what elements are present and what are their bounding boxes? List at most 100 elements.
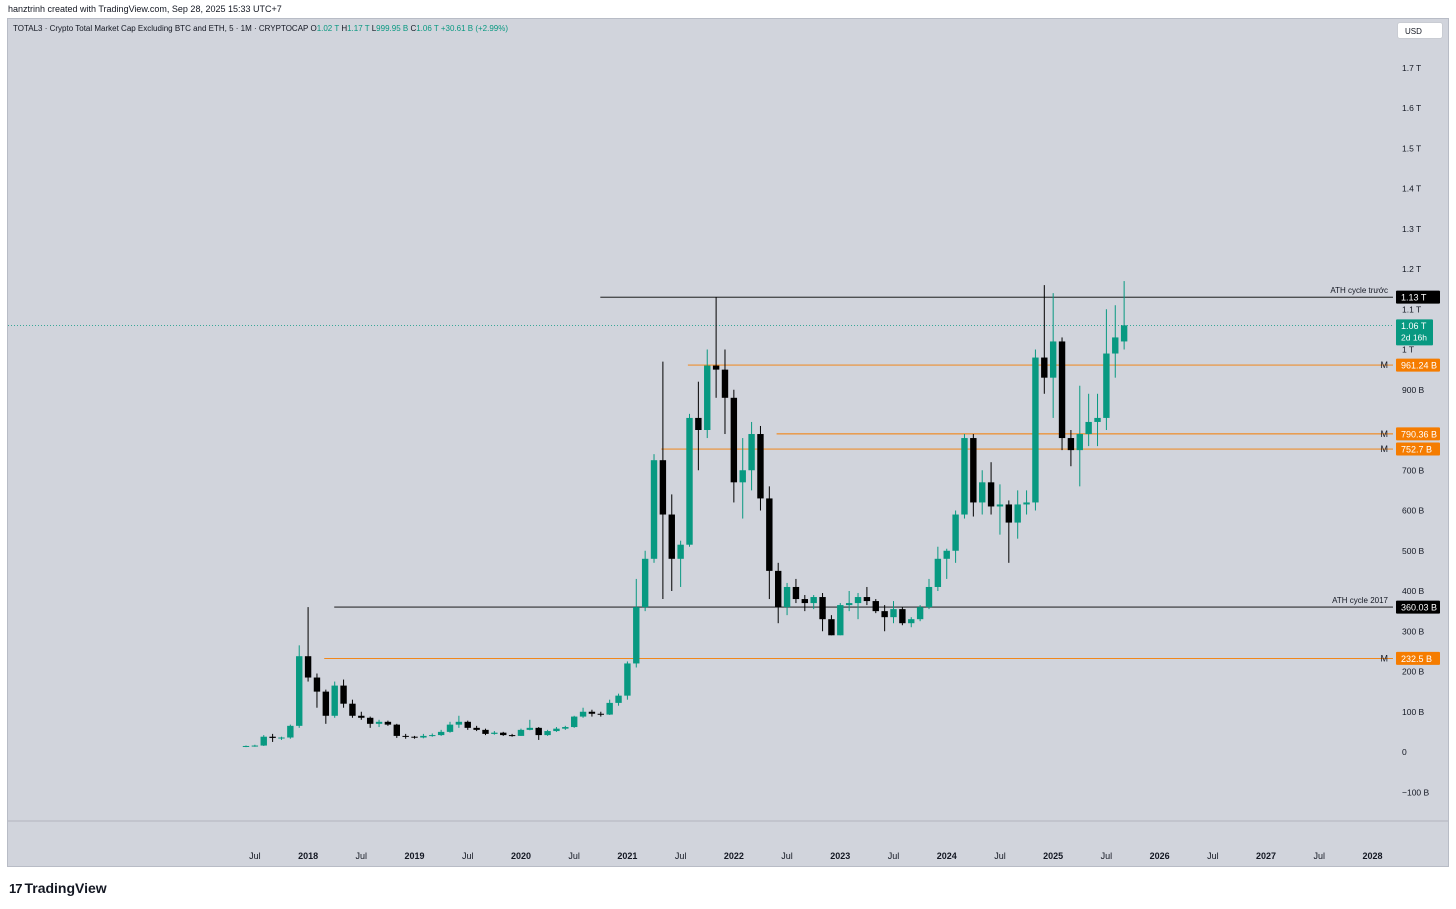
time-tick-label: 2021 (617, 851, 637, 861)
time-tick-label: 2024 (937, 851, 957, 861)
price-tick-label: 1.1 T (1402, 304, 1421, 314)
symbol-name: TOTAL3 · Crypto Total Market Cap Excludi… (13, 24, 309, 33)
price-axis-background (1393, 19, 1448, 821)
time-axis-background (8, 821, 1448, 866)
candle-body (908, 619, 915, 624)
tradingview-brand[interactable]: 17 TradingView (9, 880, 107, 896)
candle-body (845, 603, 853, 606)
candle-body (828, 619, 835, 636)
price-label-text: 360.03 B (1401, 603, 1437, 613)
candle-body (588, 711, 596, 714)
candle-body (695, 417, 702, 430)
candle-body (606, 702, 613, 715)
candle-body (686, 417, 693, 545)
candle-body (881, 611, 888, 618)
candle-body (748, 434, 755, 471)
price-label-box (1396, 358, 1440, 372)
last-price-countdown: 2d 16h (1401, 332, 1427, 342)
price-tick-label: 1.5 T (1402, 143, 1421, 153)
price-axis-ticks: 1.7 T 1.6 T 1.5 T 1.4 T 1.3 T 1.2 T 1.1 T 1 T 90… (1402, 63, 1430, 798)
price-tick-label: 600 B (1402, 506, 1425, 516)
ohlc-high: 1.17 T (347, 24, 370, 33)
price-tick-label: 900 B (1402, 385, 1425, 395)
candle-body (801, 599, 809, 604)
candle-body (1032, 357, 1039, 503)
price-label-text: 790.36 B (1401, 429, 1437, 439)
candle-body (402, 735, 409, 737)
time-axis-ticks: Jul 2018 Jul 2019 Jul 2020 Jul 2021 Jul 2022 Jul 20… (249, 851, 1382, 861)
candle-body (730, 397, 738, 483)
candle-body (482, 729, 489, 734)
candle-body (491, 732, 498, 734)
price-tick-label: 400 B (1402, 586, 1425, 596)
candle-body (952, 514, 959, 551)
candle-body (570, 716, 578, 728)
time-tick-label: Jul (675, 851, 687, 861)
candle-body (615, 695, 622, 703)
price-label-text: 1.13 T (1401, 293, 1427, 303)
price-tick-label: 1.3 T (1402, 224, 1421, 234)
candle-body (535, 727, 542, 736)
candle-body (1067, 438, 1075, 451)
time-tick-label: 2020 (511, 851, 531, 861)
currency-button[interactable]: USD (1397, 22, 1443, 39)
level-tag: M (1381, 653, 1389, 663)
candle-body (943, 550, 950, 559)
ohlc-close: 1.06 T (416, 24, 439, 33)
candle-body (464, 721, 471, 728)
ohlc-high-label: H (341, 24, 348, 33)
time-tick-label: 2027 (1256, 851, 1276, 861)
candle-body (783, 586, 791, 608)
candle-body (837, 605, 844, 636)
candle-body (287, 725, 294, 738)
level-tag: M (1381, 360, 1389, 370)
ath-caption: ATH cycle 2017 (1332, 596, 1388, 605)
candle-body (429, 735, 436, 737)
candle-body (553, 728, 560, 732)
candle-body (712, 365, 720, 370)
chart-frame (7, 18, 1449, 867)
price-tick-label: 200 B (1402, 667, 1425, 677)
symbol-legend: TOTAL3 · Crypto Total Market Cap Excludi… (13, 24, 508, 33)
candle-body (375, 721, 383, 724)
level-tag: M (1381, 444, 1389, 454)
candle-body (970, 438, 977, 503)
price-tick-label: 1.6 T (1402, 103, 1421, 113)
candle-body (961, 438, 968, 515)
candle-body (579, 711, 587, 717)
candle-body (650, 460, 658, 559)
price-labels: 1.13 T 360.03 B 961.24 B 790.36 B 752.7 B 232… (1396, 290, 1440, 665)
time-tick-label: 2026 (1150, 851, 1170, 861)
candle-body (668, 514, 675, 559)
time-tick-label: Jul (994, 851, 1006, 861)
candle-body (500, 732, 507, 736)
price-label-text: 232.5 B (1401, 654, 1432, 664)
candle-body (340, 685, 347, 704)
candle-body (349, 703, 356, 716)
candle-body (597, 713, 604, 715)
price-tick-label: 1.7 T (1402, 63, 1421, 73)
chart-credit: hanztrinh created with TradingView.com, … (8, 4, 282, 14)
candles (242, 281, 1128, 748)
time-tick-label: Jul (1314, 851, 1326, 861)
price-tick-label: 700 B (1402, 465, 1425, 475)
candle-body (1085, 421, 1092, 435)
ohlc-close-label: C (410, 24, 417, 33)
candle-body (1112, 337, 1119, 354)
candle-body (1005, 504, 1013, 523)
candle-body (633, 607, 640, 664)
candle-body (775, 570, 782, 608)
price-label-box (1396, 651, 1440, 665)
candle-body (890, 609, 897, 618)
candle-body (366, 717, 374, 724)
time-tick-label: 2022 (724, 851, 744, 861)
brand-name: TradingView (24, 880, 107, 896)
candle-body (358, 715, 365, 718)
candle-body (819, 597, 826, 620)
price-tick-label: 1 T (1402, 345, 1414, 355)
candle-body (659, 460, 667, 515)
price-tick-label: 0 (1402, 747, 1407, 757)
ath-caption: ATH cycle trước (1330, 286, 1388, 295)
